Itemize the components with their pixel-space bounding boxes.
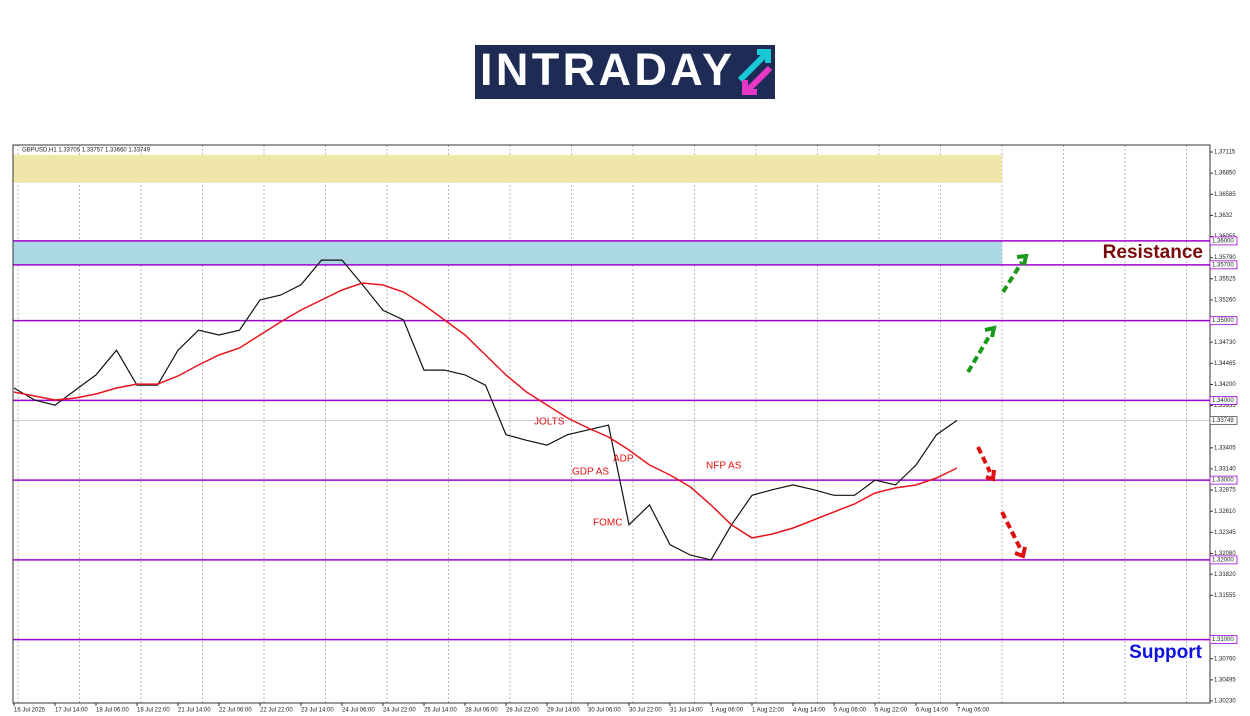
level-label: 1.33000 — [1212, 478, 1234, 484]
x-tick-label: 1 Aug 22:00 — [752, 708, 785, 714]
symbol-info: GBPUSD,H1 1.33705 1.33757 1.33660 1.3374… — [22, 148, 151, 154]
y-tick-label: 1.36850 — [1214, 171, 1236, 177]
x-tick-label: 30 Jul 06:00 — [588, 708, 621, 714]
x-tick-label: 16 Jul 2025 — [14, 708, 46, 714]
arrow-head — [1014, 546, 1027, 559]
arrow-head — [985, 469, 996, 482]
x-tick-label: 22 Jul 22:00 — [260, 708, 293, 714]
y-tick-label: 1.31820 — [1214, 572, 1236, 578]
y-tick-label: 1.32875 — [1214, 488, 1236, 494]
y-tick-label: 1.33140 — [1214, 467, 1236, 473]
y-tick-label: 1.30230 — [1214, 699, 1236, 705]
arrow-head — [984, 325, 997, 338]
plot-frame — [12, 144, 1211, 704]
level-label: 1.34000 — [1212, 398, 1234, 404]
x-tick-label: 31 Jul 14:00 — [670, 708, 703, 714]
annotation: GDP AS — [572, 467, 609, 478]
x-tick-label: 24 Jul 22:00 — [383, 708, 416, 714]
x-tick-label: 6 Aug 14:00 — [916, 708, 949, 714]
logo-arrow — [737, 49, 771, 83]
y-tick-label: 1.37115 — [1214, 150, 1236, 156]
x-tick-label: 18 Jul 22:00 — [137, 708, 170, 714]
y-tick-label: 1.30495 — [1214, 677, 1236, 683]
annotation: FOMC — [593, 518, 622, 529]
arrow-down — [1000, 511, 1022, 549]
y-tick-label: 1.34465 — [1214, 361, 1236, 367]
level-label-box — [1209, 236, 1238, 246]
annotation: ADP — [613, 454, 634, 465]
y-tick-label: 1.36585 — [1214, 192, 1236, 198]
arrow-up — [966, 333, 992, 374]
logo-box — [475, 45, 775, 99]
y-tick-label: 1.34730 — [1214, 340, 1236, 346]
x-tick-label: 24 Jul 06:00 — [342, 708, 375, 714]
price-line — [13, 282, 958, 539]
x-tick-label: 1 Aug 06:00 — [711, 708, 744, 714]
x-tick-label: 21 Jul 14:00 — [178, 708, 211, 714]
zone — [13, 240, 1002, 265]
resistance-label: Resistance — [1103, 242, 1203, 263]
zone — [13, 154, 1002, 183]
y-tick-label: 1.32080 — [1214, 551, 1236, 557]
plot-layer — [13, 145, 1210, 703]
y-tick-label: 1.31555 — [1214, 593, 1236, 599]
logo: INTRADAY — [475, 44, 775, 99]
y-tick-label: 1.34200 — [1214, 382, 1236, 388]
y-tick-label: 1.35260 — [1214, 298, 1236, 304]
arrow-head — [1016, 253, 1029, 266]
x-tick-label: 17 Jul 14:00 — [55, 708, 88, 714]
logo-arrow — [742, 65, 773, 95]
x-tick-label: 5 Aug 22:00 — [875, 708, 908, 714]
level-label-box — [1209, 316, 1238, 326]
arrows — [966, 253, 1029, 559]
last-price-label: 1.33749 — [1212, 418, 1234, 424]
level-label-box — [1209, 555, 1238, 565]
x-tick-label: 7 Aug 06:00 — [957, 708, 990, 714]
level-label: 1.36000 — [1212, 239, 1234, 245]
price-line — [13, 259, 958, 561]
x-tick-label: 25 Jul 14:00 — [424, 708, 457, 714]
level-label-box — [1209, 475, 1238, 485]
x-tick-label: 28 Jul 06:00 — [465, 708, 498, 714]
y-tick-label: 1.32345 — [1214, 530, 1236, 536]
y-tick-label: 1.35790 — [1214, 255, 1236, 261]
annotation: JOLTS — [534, 417, 565, 428]
y-tick-label: 1.33405 — [1214, 445, 1236, 451]
y-tick-label: 1.33935 — [1214, 403, 1236, 409]
x-tick-label: 23 Jul 14:00 — [301, 708, 334, 714]
level-label: 1.32000 — [1212, 557, 1234, 563]
x-tick-label: 29 Jul 14:00 — [547, 708, 580, 714]
x-tick-label: 5 Aug 06:00 — [834, 708, 867, 714]
level-label-box — [1209, 260, 1238, 270]
y-tick-label: 1.30760 — [1214, 656, 1236, 662]
level-label: 1.35700 — [1212, 262, 1234, 268]
level-label-box — [1209, 395, 1238, 405]
arrow-down — [976, 446, 992, 473]
level-label-box — [1209, 635, 1238, 645]
x-tick-label: 18 Jul 06:00 — [96, 708, 129, 714]
x-tick-label: 28 Jul 22:00 — [506, 708, 539, 714]
x-tick-label: 30 Jul 22:00 — [629, 708, 662, 714]
arrow-up — [1001, 260, 1024, 294]
y-tick-label: 1.3632 — [1214, 213, 1233, 219]
x-tick-label: 4 Aug 14:00 — [793, 708, 826, 714]
y-tick-label: 1.32610 — [1214, 509, 1236, 515]
x-tick-label: 22 Jul 06:00 — [219, 708, 252, 714]
logo-text: INTRADAY — [480, 44, 732, 95]
annotation: NFP AS — [706, 461, 742, 472]
y-tick-label: 1.35525 — [1214, 276, 1236, 282]
level-label: 1.31000 — [1212, 637, 1234, 643]
level-label: 1.35000 — [1212, 318, 1234, 324]
last-price-box — [1209, 416, 1238, 425]
support-label: Support — [1129, 642, 1202, 663]
